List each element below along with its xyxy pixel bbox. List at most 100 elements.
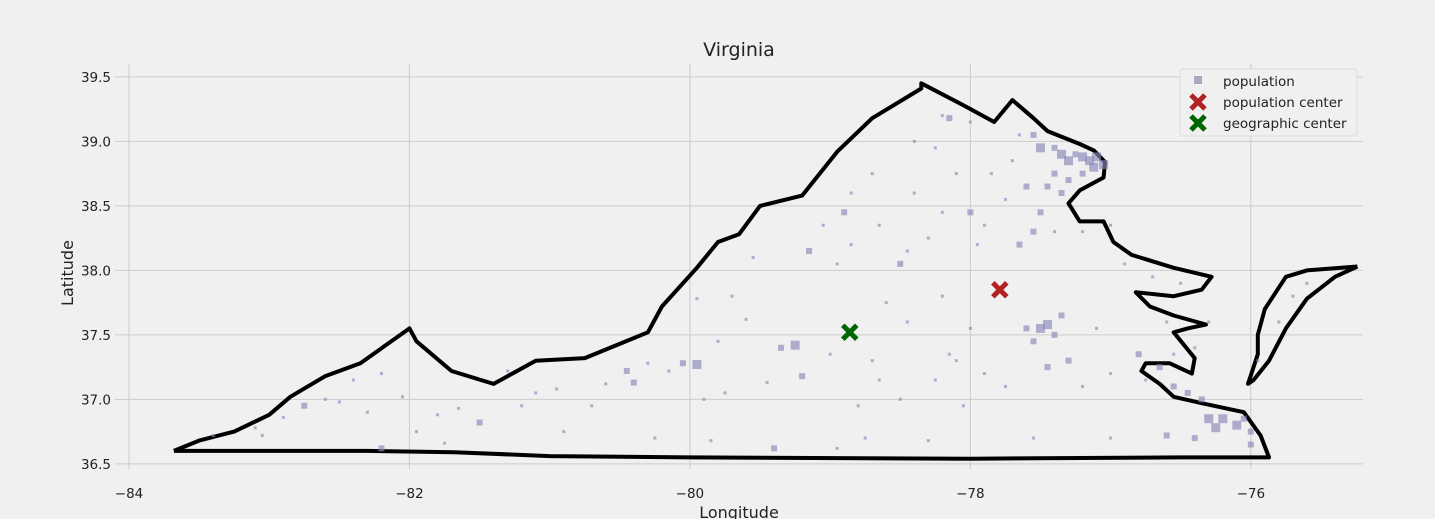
population-point	[968, 326, 972, 330]
population-point	[835, 446, 839, 450]
population-point	[821, 223, 825, 227]
population-point	[1123, 262, 1127, 266]
population-point	[967, 209, 974, 216]
population-point	[1053, 230, 1057, 234]
population-point	[940, 294, 944, 298]
population-point	[702, 397, 706, 401]
population-point	[476, 419, 483, 426]
population-point	[856, 404, 860, 408]
population-point	[744, 317, 748, 321]
population-point	[1044, 183, 1051, 190]
population-point	[630, 379, 637, 386]
population-point	[1085, 156, 1095, 166]
population-point	[1207, 320, 1211, 324]
population-point	[863, 436, 867, 440]
legend-geographic-center-label: geographic center	[1223, 116, 1347, 132]
population-point	[323, 397, 327, 401]
population-point	[1035, 143, 1045, 153]
y-tick-label: 38.0	[81, 263, 111, 279]
population-point	[790, 340, 800, 350]
population-point	[940, 210, 944, 214]
y-tick-label: 37.5	[81, 328, 111, 344]
population-point	[260, 433, 264, 437]
population-point	[849, 243, 853, 247]
x-tick-label: −82	[395, 486, 424, 502]
population-point	[765, 381, 769, 385]
x-tick-label: −78	[956, 486, 985, 502]
population-point	[1218, 414, 1228, 424]
state-border-eastern-shore	[1246, 264, 1359, 386]
population-point	[926, 439, 930, 443]
population-point	[1151, 275, 1155, 279]
population-point	[1051, 170, 1058, 177]
population-point	[799, 373, 806, 380]
population-point	[975, 243, 979, 247]
population-point	[961, 404, 965, 408]
population-point	[870, 359, 874, 363]
population-point	[933, 378, 937, 382]
population-point	[379, 372, 383, 376]
population-point	[1305, 281, 1309, 285]
population-point	[623, 367, 630, 374]
state-border-mainland	[173, 81, 1271, 461]
population-point	[1058, 312, 1065, 319]
population-point	[1247, 441, 1254, 448]
population-point	[1081, 384, 1085, 388]
population-point	[1092, 152, 1102, 162]
population-point	[1058, 189, 1065, 196]
population-point	[1109, 223, 1113, 227]
population-point	[989, 172, 993, 176]
population-point	[1211, 423, 1221, 433]
population-point	[281, 415, 285, 419]
population-point	[723, 391, 727, 395]
x-tick-label: −80	[676, 486, 705, 502]
population-point	[1010, 159, 1014, 163]
population-point	[982, 223, 986, 227]
population-point	[1072, 151, 1079, 158]
population-point	[695, 297, 699, 301]
population-point	[1081, 230, 1085, 234]
population-point	[1078, 152, 1088, 162]
population-point	[653, 436, 657, 440]
population-point	[211, 433, 215, 437]
population-point	[954, 359, 958, 363]
legend-population-marker	[1194, 76, 1202, 84]
population-point	[870, 172, 874, 176]
population-point	[365, 410, 369, 414]
x-axis-label: Longitude	[699, 503, 779, 519]
population-point	[506, 369, 510, 373]
population-point	[414, 430, 418, 434]
population-point	[1165, 320, 1169, 324]
population-point	[1247, 428, 1254, 435]
y-axis-label: Latitude	[58, 240, 77, 306]
population-point	[1135, 351, 1142, 358]
population-point	[709, 439, 713, 443]
population-point	[1023, 325, 1030, 332]
y-axis-ticks: 36.5 37.0 37.5 38.0 38.5 39.0 39.5	[81, 70, 111, 473]
population-point	[679, 360, 686, 367]
population-point	[1144, 378, 1148, 382]
x-axis-ticks: −84 −82 −80 −78 −76	[115, 486, 1265, 502]
population-point	[947, 352, 951, 356]
population-point	[351, 378, 355, 382]
x-tick-label: −84	[115, 486, 144, 502]
population-point	[1017, 133, 1021, 137]
population-point	[1172, 352, 1176, 356]
population-point	[253, 426, 257, 430]
population-point	[778, 344, 785, 351]
legend-geographic-center-marker	[1189, 114, 1207, 132]
population-point	[1277, 320, 1281, 324]
population-point	[1042, 320, 1052, 330]
population-point	[954, 172, 958, 176]
population-point	[1031, 436, 1035, 440]
population-point	[646, 361, 650, 365]
grid	[115, 64, 1363, 469]
legend-population-center-marker	[1189, 93, 1207, 111]
legend-box	[1179, 68, 1358, 137]
population-point	[562, 430, 566, 434]
population-point	[933, 146, 937, 150]
population-point	[1035, 323, 1045, 333]
population-point	[1079, 170, 1086, 177]
population-point	[1179, 281, 1183, 285]
